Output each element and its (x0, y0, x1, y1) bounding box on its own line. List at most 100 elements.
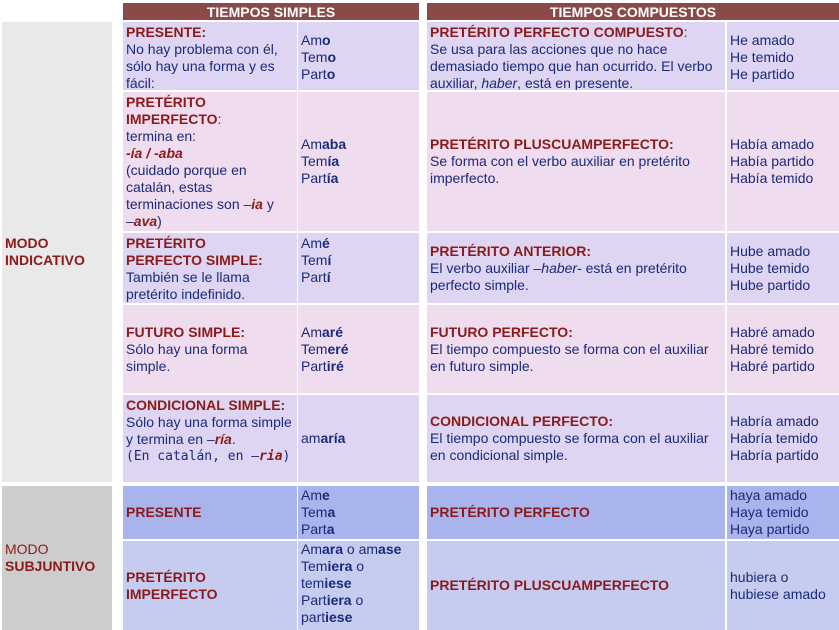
desc-line: perfecto simple. (430, 276, 529, 293)
verb-form: Amara o amase (301, 541, 402, 557)
desc-line: Sólo hay una forma simple (126, 414, 292, 430)
desc-line: terminaciones son –ia y (126, 196, 274, 212)
desc-line: Se usa para las acciones que no hace (430, 41, 668, 57)
row-subj-imperfecto-desc: PRETÉRITO IMPERFECTO (123, 541, 297, 630)
row-pluscuamperfecto-forms: Había amado Había partido Había temido (727, 92, 839, 231)
row-condicional-perfecto-forms: Habría amado Habría temido Habría partid… (727, 395, 839, 482)
desc-line: También se le llama (126, 269, 250, 285)
desc-line: El verbo auxiliar –haber- está en pretér… (430, 259, 687, 276)
row-perfecto-compuesto-forms: He amado He temido He partido (727, 22, 839, 90)
mood-indicativo-line1: MODO (5, 235, 49, 251)
verb-form: Tema (301, 504, 336, 520)
desc-line: –ava) (126, 213, 162, 229)
verb-form: Temo (301, 49, 337, 65)
row-subj-presente-desc: PRESENTE (123, 486, 297, 539)
desc-line: y termina en –ría. (126, 431, 236, 447)
desc-line: simple. (126, 357, 171, 374)
row-anterior-forms: Hube amado Hube temido Hube partido (727, 233, 839, 303)
verb-form: Había amado (730, 136, 815, 152)
tense-title: PRETÉRITO (126, 94, 206, 110)
verb-form: Temeré (301, 340, 349, 357)
tense-title: PRESENTE (126, 504, 202, 520)
row-condicional-simple-forms: amaría (298, 395, 419, 482)
verb-form: Parto (301, 66, 336, 82)
verb-form: Partí (301, 269, 331, 285)
header-simple-tenses: TIEMPOS SIMPLES (123, 3, 419, 20)
verb-form: Habré partido (730, 357, 815, 374)
tense-title: PRETÉRITO PERFECTO COMPUESTO: (430, 24, 688, 40)
row-perfecto-simple-desc: PRETÉRITO PERFECTO SIMPLE: También se le… (123, 233, 297, 303)
desc-line: Sólo hay una forma (126, 340, 248, 357)
desc-line: auxiliar, haber, está en presente. (430, 75, 634, 90)
desc-line: No hay problema con él, (126, 41, 278, 57)
mood-indicativo-line2: INDICATIVO (5, 252, 85, 268)
verb-form: Haya temido (730, 504, 809, 520)
row-perfecto-compuesto-desc: PRETÉRITO PERFECTO COMPUESTO: Se usa par… (427, 22, 725, 90)
verb-form: Había partido (730, 153, 815, 169)
desc-line: imperfecto. (430, 170, 500, 186)
desc-line: en futuro simple. (430, 357, 534, 374)
row-presente-simple-forms: Amo Temo Parto (298, 22, 419, 90)
mood-indicativo: MODO INDICATIVO (2, 22, 112, 482)
verb-form: Habría temido (730, 430, 818, 446)
verb-form: Hube temido (730, 259, 810, 276)
verb-form: Partiré (301, 357, 344, 374)
desc-line: El tiempo compuesto se forma con el auxi… (430, 340, 709, 357)
row-subj-pluscuamperfecto-forms: hubiera o hubiese amado (727, 541, 839, 630)
desc-line: (cuidado porque en (126, 162, 247, 178)
verb-form: Partiera o (301, 592, 364, 608)
row-futuro-perfecto-desc: FUTURO PERFECTO: El tiempo compuesto se … (427, 305, 725, 393)
row-subj-imperfecto-forms: Amara o amase Temiera o temiese Partiera… (298, 541, 419, 630)
row-subj-presente-forms: Ame Tema Parta (298, 486, 419, 539)
row-futuro-perfecto-forms: Habré amado Habré temido Habré partido (727, 305, 839, 393)
mood-subjuntivo: MODO SUBJUNTIVO (2, 486, 112, 630)
verb-form: haya amado (730, 487, 808, 503)
tense-title: PRETÉRITO PERFECTO (430, 504, 590, 520)
verb-form: Haya partido (730, 521, 810, 537)
header-compound-tenses: TIEMPOS COMPUESTOS (427, 3, 839, 20)
row-condicional-simple-desc: CONDICIONAL SIMPLE: Sólo hay una forma s… (123, 395, 297, 482)
desc-line: termina en: (126, 128, 197, 144)
verb-form: Amé (301, 235, 330, 251)
tense-title: CONDICIONAL SIMPLE: (126, 397, 286, 413)
tense-title: IMPERFECTO: (126, 111, 222, 127)
desc-line: Se forma con el verbo auxiliar en pretér… (430, 153, 690, 169)
verb-form: Había temido (730, 170, 814, 186)
verb-form: Habré temido (730, 340, 815, 357)
verb-form: hubiese amado (730, 585, 826, 602)
tense-title: PRETÉRITO (126, 235, 206, 251)
row-presente-simple-desc: PRESENTE: No hay problema con él, sólo h… (123, 22, 297, 90)
row-futuro-simple-desc: FUTURO SIMPLE: Sólo hay una forma simple… (123, 305, 297, 393)
tense-title: FUTURO PERFECTO: (430, 323, 573, 340)
desc-line: El tiempo compuesto se forma con el auxi… (430, 430, 709, 446)
mood-subjuntivo-line2: SUBJUNTIVO (5, 558, 96, 574)
verb-form: partiese (301, 609, 353, 625)
verb-form: Parta (301, 521, 335, 537)
desc-line: catalán, estas (126, 179, 213, 195)
verb-form: Ame (301, 487, 330, 503)
row-subj-perfecto-desc: PRETÉRITO PERFECTO (427, 486, 725, 539)
desc-line: sólo hay una forma y es (126, 58, 275, 74)
row-subj-pluscuamperfecto-desc: PRETÉRITO PLUSCUAMPERFECTO (427, 541, 725, 630)
tense-title: FUTURO SIMPLE: (126, 323, 245, 340)
mood-subjuntivo-line1: MODO (5, 541, 49, 557)
row-futuro-simple-forms: Amaré Temeré Partiré (298, 305, 419, 393)
verb-form: Partía (301, 170, 339, 186)
verb-form: amaría (301, 430, 346, 446)
verb-form: Amo (301, 32, 331, 48)
tense-title: PERFECTO SIMPLE: (126, 252, 263, 268)
desc-line: demasiado tiempo que han ocurrido. El ve… (430, 58, 713, 74)
verb-form: He amado (730, 32, 795, 48)
tense-title: IMPERFECTO (126, 585, 218, 602)
tense-title: PRETÉRITO PLUSCUAMPERFECTO: (430, 136, 674, 152)
verb-form: Temí (301, 252, 332, 268)
row-pluscuamperfecto-desc: PRETÉRITO PLUSCUAMPERFECTO: Se forma con… (427, 92, 725, 231)
row-condicional-perfecto-desc: CONDICIONAL PERFECTO: El tiempo compuest… (427, 395, 725, 482)
verb-form: Temía (301, 153, 340, 169)
row-imperfecto-simple-forms: Amaba Temía Partía (298, 92, 419, 231)
row-anterior-desc: PRETÉRITO ANTERIOR: El verbo auxiliar –h… (427, 233, 725, 303)
tense-title: PRESENTE: (126, 24, 207, 40)
desc-line: pretérito indefinido. (126, 286, 246, 302)
row-imperfecto-simple-desc: PRETÉRITO IMPERFECTO: termina en: -ía / … (123, 92, 297, 231)
verb-form: Hube partido (730, 276, 811, 293)
